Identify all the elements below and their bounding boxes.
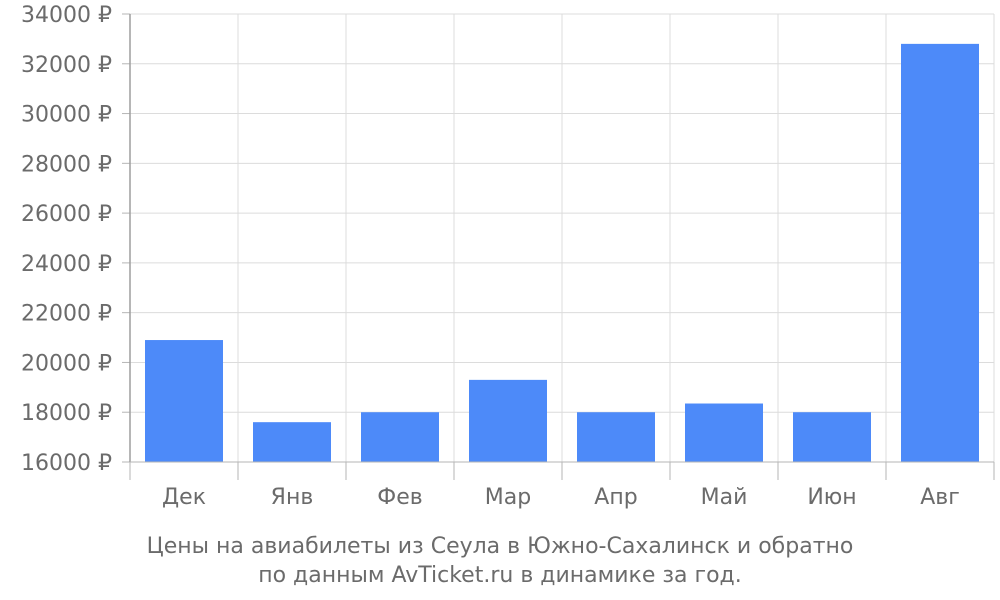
x-tick-label: Дек [162, 485, 206, 510]
x-tick-label: Мар [485, 485, 531, 510]
bar-Дек [145, 340, 223, 462]
y-tick-label: 18000 ₽ [21, 401, 112, 426]
x-tick-label: Июн [807, 485, 856, 510]
x-tick-label: Май [701, 485, 748, 510]
bar-Янв [253, 422, 331, 462]
y-tick-label: 30000 ₽ [21, 103, 112, 128]
y-tick-label: 16000 ₽ [21, 451, 112, 476]
bar-Мар [469, 379, 547, 462]
bar-Авг [901, 43, 979, 462]
x-tick-label: Янв [271, 485, 314, 510]
bar-Фев [361, 412, 439, 462]
x-tick-label: Апр [594, 485, 637, 510]
bar-Июн [793, 412, 871, 462]
y-tick-label: 34000 ₽ [21, 3, 112, 28]
y-tick-label: 24000 ₽ [21, 252, 112, 277]
y-tick-label: 26000 ₽ [21, 202, 112, 227]
bar-Апр [577, 412, 655, 462]
y-tick-label: 28000 ₽ [21, 152, 112, 177]
x-tick-label: Авг [920, 485, 960, 510]
bar-Май [685, 403, 763, 462]
x-tick-label: Фев [377, 485, 422, 510]
chart-caption-line-1: Цены на авиабилеты из Сеула в Южно-Сахал… [146, 534, 854, 559]
y-tick-label: 22000 ₽ [21, 302, 112, 327]
y-tick-label: 32000 ₽ [21, 53, 112, 78]
chart-caption-line-2: по данным AvTicket.ru в динамике за год. [258, 563, 742, 588]
y-tick-label: 20000 ₽ [21, 351, 112, 376]
